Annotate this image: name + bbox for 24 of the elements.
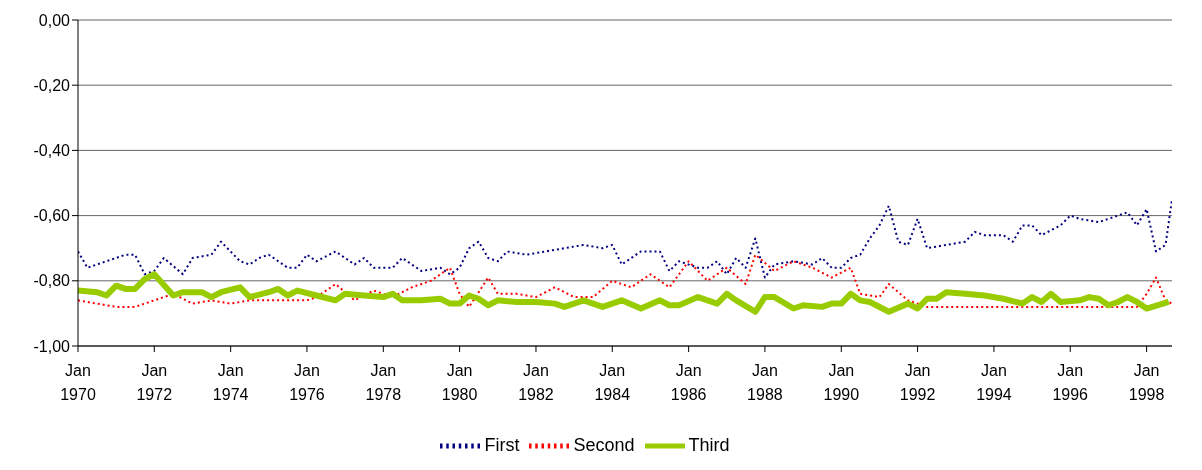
x-tick-label: Jan 1992 [899, 362, 936, 403]
legend-label: Second [573, 434, 635, 455]
legend-label: First [484, 434, 520, 455]
x-tick-label: Jan 1978 [365, 362, 402, 403]
x-tick-label: Jan 1974 [212, 362, 249, 403]
y-tick-label: -0,60 [33, 207, 71, 225]
y-tick-label: -1,00 [33, 337, 71, 355]
x-tick-label: Jan 1994 [976, 362, 1012, 403]
y-tick-label: -0,20 [33, 76, 71, 94]
x-tick-label: Jan 1988 [747, 362, 783, 403]
y-tick-label: -0,40 [33, 142, 71, 160]
y-tick-label: -0,80 [33, 272, 71, 290]
x-tick-label: Jan 1998 [1128, 362, 1165, 403]
x-tick-label: Jan 1976 [289, 362, 325, 403]
x-tick-label: Jan 1980 [441, 362, 478, 403]
x-tick-label: Jan 1996 [1052, 362, 1089, 403]
x-tick-label: Jan 1986 [670, 362, 707, 403]
x-tick-label: Jan 1984 [594, 362, 631, 403]
y-tick-label: 0,00 [38, 11, 71, 29]
x-tick-label: Jan 1970 [60, 362, 96, 403]
x-tick-label: Jan 1990 [823, 362, 860, 403]
x-tick-label: Jan 1972 [136, 362, 173, 403]
legend-label: Third [688, 434, 730, 455]
x-tick-label: Jan 1982 [518, 362, 554, 403]
